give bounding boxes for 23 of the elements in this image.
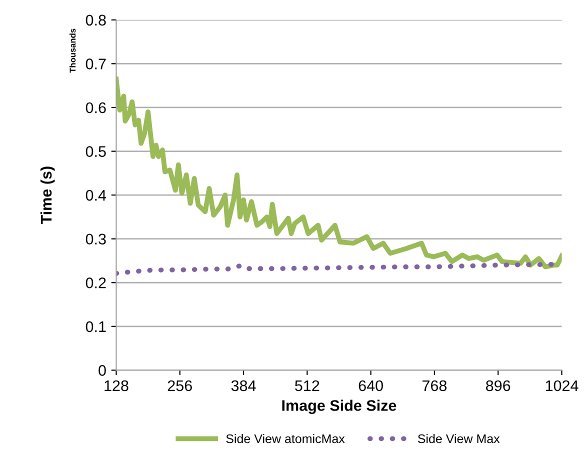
legend-label: Side View atomicMax — [226, 434, 345, 444]
x-tick-label: 896 — [486, 380, 510, 392]
x-tick-label: 128 — [104, 380, 128, 392]
y-tick-label: 0.7 — [86, 58, 106, 70]
y-tick-label: 0.6 — [86, 102, 106, 114]
y-tick-label: 0.4 — [86, 190, 106, 201]
y-tick-label: 0 — [98, 365, 106, 376]
y-tick-label: 0.1 — [86, 321, 106, 332]
x-tick-label: 640 — [358, 380, 383, 392]
y-tick-label: 0.5 — [86, 146, 106, 157]
x-axis-title: Image Side Size — [282, 400, 396, 414]
x-tick-label: 512 — [295, 380, 320, 392]
x-tick-label: 384 — [231, 380, 256, 392]
legend-label: Side View Max — [418, 434, 500, 444]
x-tick-label: 768 — [422, 380, 447, 392]
x-tick-label: 1024 — [546, 380, 578, 392]
x-tick-label: 256 — [168, 380, 192, 392]
line-series — [116, 76, 562, 270]
y-axis-title: Time (s) — [40, 166, 55, 224]
text: Thousands — [69, 28, 76, 73]
y-tick-label: 0.3 — [86, 234, 106, 245]
y-tick-label: 0.8 — [86, 14, 106, 26]
y-tick-label: 0.2 — [86, 277, 106, 288]
